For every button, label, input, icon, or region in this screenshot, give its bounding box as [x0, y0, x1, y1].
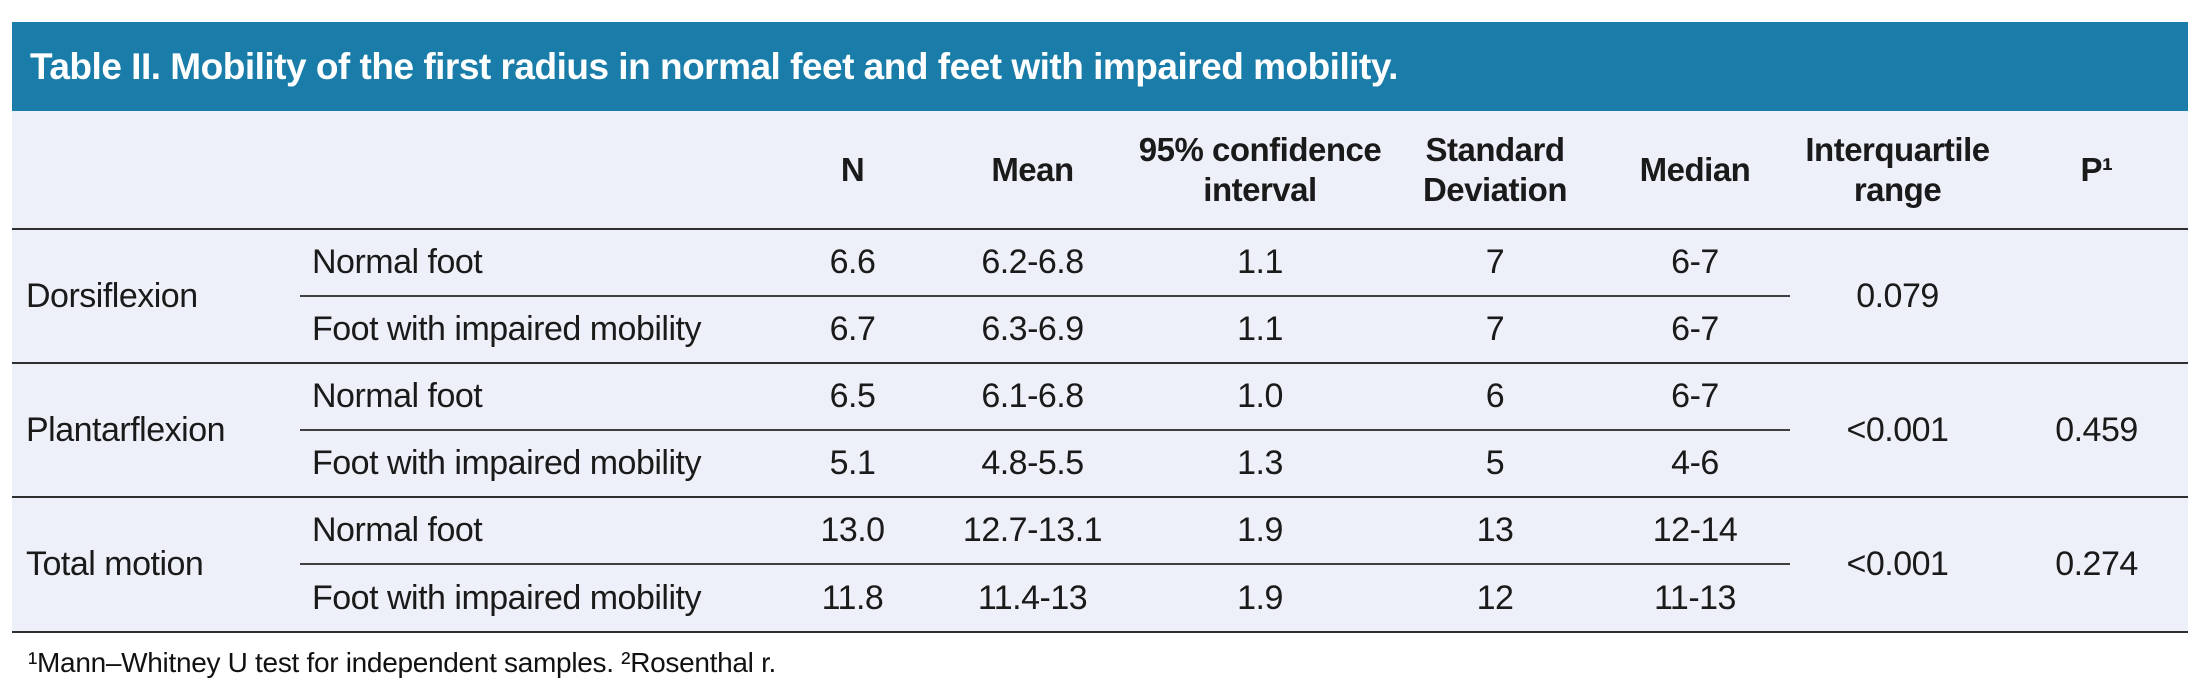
value-sd: 12 — [1476, 578, 1514, 617]
table-row: Foot with impaired mobility 6.7 6.3-6.9 … — [12, 296, 2188, 363]
value-n: 11.8 — [821, 578, 884, 617]
foot-type-label: Normal foot — [300, 362, 770, 431]
header-row: N Mean 95% confidence interval Standard … — [12, 111, 2188, 229]
value-p-merged: 0.274 — [2005, 496, 2188, 631]
header-p-value: P¹ — [2080, 150, 2114, 188]
value-median: 6-7 — [1600, 362, 1790, 431]
motion-label-dorsiflexion: Dorsiflexion — [12, 228, 300, 363]
value-n: 6.6 — [770, 228, 935, 297]
table-title-bar: Table II. Mobility of the first radius i… — [12, 22, 2188, 111]
foot-type-label: Foot with impaired mobility — [312, 310, 701, 348]
table-title: Table II. Mobility of the first radius i… — [30, 45, 1398, 87]
header-confidence-interval: 95% confidence interval — [1138, 130, 1382, 208]
header-standard-deviation: Standard Deviation — [1422, 130, 1568, 208]
value-ci: 1.1 — [1130, 228, 1390, 297]
value-median: 4-6 — [1671, 444, 1719, 482]
value-mean: 4.8-5.5 — [981, 444, 1084, 482]
value-median: 12-14 — [1600, 496, 1790, 565]
value-sd: 7 — [1390, 228, 1600, 297]
table-row: Dorsiflexion Normal foot 6.6 6.2-6.8 1.1… — [12, 228, 2188, 363]
table-row: Plantarflexion Normal foot 6.5 6.1-6.8 1… — [12, 362, 2188, 497]
value-n: 6.5 — [770, 362, 935, 431]
header-interquartile-range: Interquartile range — [1805, 130, 1990, 208]
value-ci: 1.0 — [1130, 362, 1390, 431]
value-sd: 5 — [1485, 444, 1505, 482]
foot-type-label: Normal foot — [300, 496, 770, 565]
header-median: Median — [1639, 150, 1751, 188]
value-ci: 1.3 — [1237, 444, 1283, 482]
footnote-text: ¹Mann–Whitney U test for independent sam… — [28, 647, 777, 678]
value-median: 6-7 — [1600, 228, 1790, 297]
value-p-merged: 0.459 — [2005, 362, 2188, 497]
value-median: 6-7 — [1671, 310, 1719, 348]
value-ci: 1.1 — [1237, 310, 1283, 348]
table-row: Foot with impaired mobility 11.8 11.4-13… — [12, 564, 2188, 631]
table-footnote: ¹Mann–Whitney U test for independent sam… — [12, 633, 2188, 679]
header-foot-type — [300, 111, 770, 229]
table-row: Foot with impaired mobility 5.1 4.8-5.5 … — [12, 430, 2188, 497]
table-body: N Mean 95% confidence interval Standard … — [12, 111, 2188, 633]
value-iqr-merged: 0.079 — [1790, 228, 2005, 363]
value-iqr-merged: <0.001 — [1790, 496, 2005, 631]
value-mean: 12.7-13.1 — [935, 496, 1130, 565]
value-iqr-merged: <0.001 — [1790, 362, 2005, 497]
value-ci: 1.9 — [1130, 496, 1390, 565]
value-mean: 6.1-6.8 — [935, 362, 1130, 431]
value-median: 11-13 — [1654, 578, 1736, 617]
foot-type-label: Normal foot — [300, 228, 770, 297]
mobility-data-table: N Mean 95% confidence interval Standard … — [12, 111, 2188, 631]
motion-label-total-motion: Total motion — [12, 496, 300, 631]
value-n: 6.7 — [829, 310, 876, 348]
header-motion — [12, 111, 300, 229]
foot-type-label: Foot with impaired mobility — [312, 444, 701, 482]
header-n: N — [840, 150, 865, 188]
foot-type-label: Foot with impaired mobility — [312, 578, 701, 617]
value-p-merged — [2005, 228, 2188, 363]
value-sd: 13 — [1390, 496, 1600, 565]
value-sd: 6 — [1390, 362, 1600, 431]
value-mean: 6.2-6.8 — [935, 228, 1130, 297]
table-row: Total motion Normal foot 13.0 12.7-13.1 … — [12, 496, 2188, 631]
motion-label-plantarflexion: Plantarflexion — [12, 362, 300, 497]
value-sd: 7 — [1485, 310, 1505, 348]
value-mean: 11.4-13 — [977, 578, 1088, 617]
header-mean: Mean — [991, 150, 1074, 188]
value-ci: 1.9 — [1237, 578, 1283, 617]
value-n: 5.1 — [829, 444, 876, 482]
value-n: 13.0 — [770, 496, 935, 565]
value-mean: 6.3-6.9 — [981, 310, 1084, 348]
